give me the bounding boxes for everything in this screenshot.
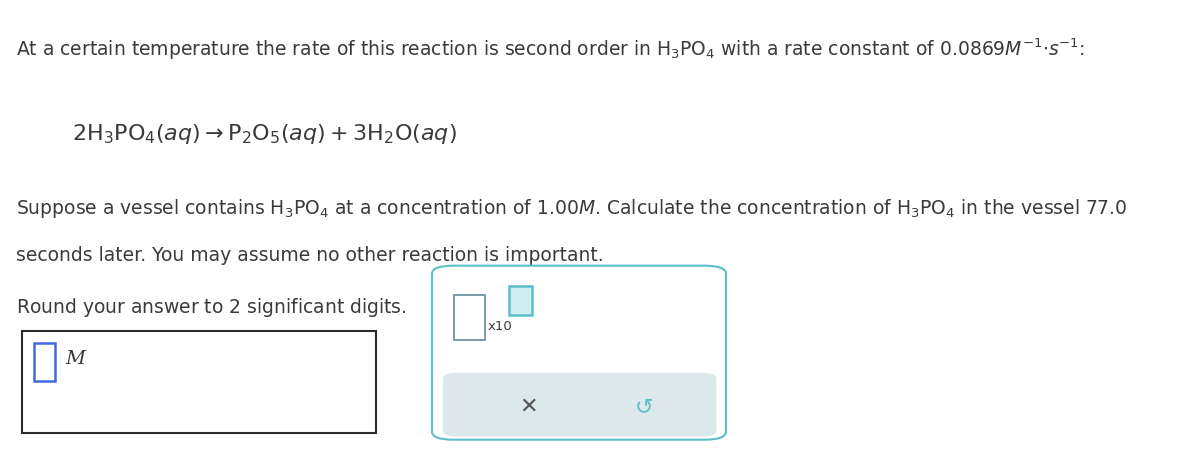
Bar bbox=[34, 343, 55, 381]
Text: $2\mathrm{H_3PO_4}(aq) \rightarrow \mathrm{P_2O_5}(aq)+3\mathrm{H_2O}(aq)$: $2\mathrm{H_3PO_4}(aq) \rightarrow \math… bbox=[72, 122, 457, 146]
Text: seconds later. You may assume no other reaction is important.: seconds later. You may assume no other r… bbox=[16, 246, 604, 265]
Bar bbox=[509, 286, 532, 316]
Text: x10: x10 bbox=[487, 319, 512, 332]
Text: At a certain temperature the rate of this reaction is second order in H$_3$PO$_4: At a certain temperature the rate of thi… bbox=[16, 36, 1085, 61]
Text: Round your answer to $2$ significant digits.: Round your answer to $2$ significant dig… bbox=[16, 295, 406, 318]
Text: M: M bbox=[65, 350, 85, 368]
FancyBboxPatch shape bbox=[432, 266, 726, 440]
FancyBboxPatch shape bbox=[443, 373, 716, 437]
Text: Suppose a vessel contains H$_3$PO$_4$ at a concentration of 1.00$M$. Calculate t: Suppose a vessel contains H$_3$PO$_4$ at… bbox=[16, 196, 1127, 219]
Bar bbox=[454, 295, 485, 341]
Bar bbox=[22, 331, 376, 433]
Text: ✕: ✕ bbox=[518, 396, 538, 416]
Text: ↺: ↺ bbox=[635, 396, 654, 416]
